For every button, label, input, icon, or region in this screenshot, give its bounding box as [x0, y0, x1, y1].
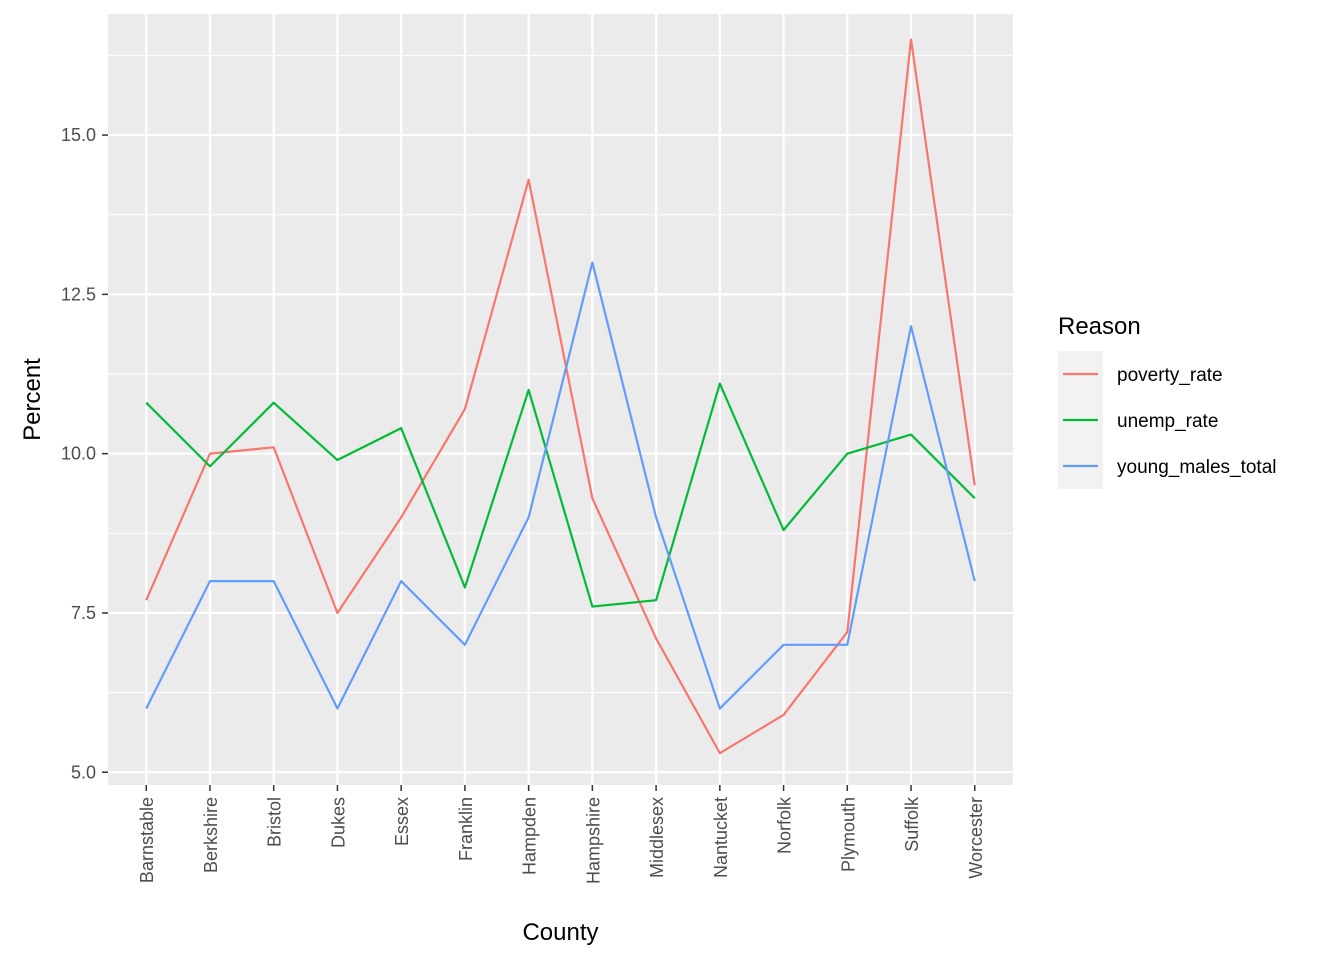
- x-tick-label: Plymouth: [838, 797, 858, 872]
- x-tick-label: Suffolk: [902, 796, 922, 852]
- minor-gridlines: [108, 54, 1013, 694]
- x-tick-label: Worcester: [966, 797, 986, 879]
- legend-items: poverty_rate unemp_rate young_males_total: [1063, 365, 1277, 478]
- x-tick-label: Norfolk: [775, 796, 795, 854]
- series-line-young_males_total: [145, 261, 976, 710]
- panel-background: [108, 14, 1013, 785]
- x-tick-label: Nantucket: [711, 797, 731, 878]
- y-tick-label: 10.0: [61, 444, 96, 464]
- legend-title: Reason: [1058, 313, 1141, 340]
- y-tick-label: 12.5: [61, 284, 96, 304]
- legend-label-unemp_rate: unemp_rate: [1117, 411, 1218, 432]
- legend-label-poverty_rate: poverty_rate: [1117, 365, 1223, 386]
- y-axis-title: Percent: [19, 358, 46, 441]
- x-tick-label: Essex: [392, 797, 412, 846]
- y-tick-label: 7.5: [71, 603, 96, 623]
- x-tick-label: Berkshire: [201, 797, 221, 873]
- legend: Reason poverty_rate unemp_rate young_males…: [1058, 313, 1277, 489]
- x-axis-title: County: [522, 919, 598, 946]
- y-axis: 5.0 7.5 10.0 12.5 15.0: [61, 125, 108, 782]
- x-axis: Barnstable Berkshire Bristol Dukes Essex Fran…: [137, 785, 986, 884]
- x-tick-label: Hampden: [520, 797, 540, 875]
- x-tick-label: Dukes: [328, 797, 348, 848]
- major-gridlines: [108, 14, 1013, 785]
- series-lines: [145, 38, 976, 755]
- x-tick-label: Bristol: [265, 797, 285, 847]
- series-line-unemp_rate: [145, 382, 976, 608]
- y-tick-label: 5.0: [71, 762, 96, 782]
- legend-label-young_males_total: young_males_total: [1117, 457, 1277, 478]
- x-tick-label: Hampshire: [583, 797, 603, 884]
- y-tick-label: 15.0: [61, 125, 96, 145]
- x-tick-label: Franklin: [456, 797, 476, 861]
- x-tick-label: Middlesex: [647, 797, 667, 878]
- x-tick-label: Barnstable: [137, 797, 157, 883]
